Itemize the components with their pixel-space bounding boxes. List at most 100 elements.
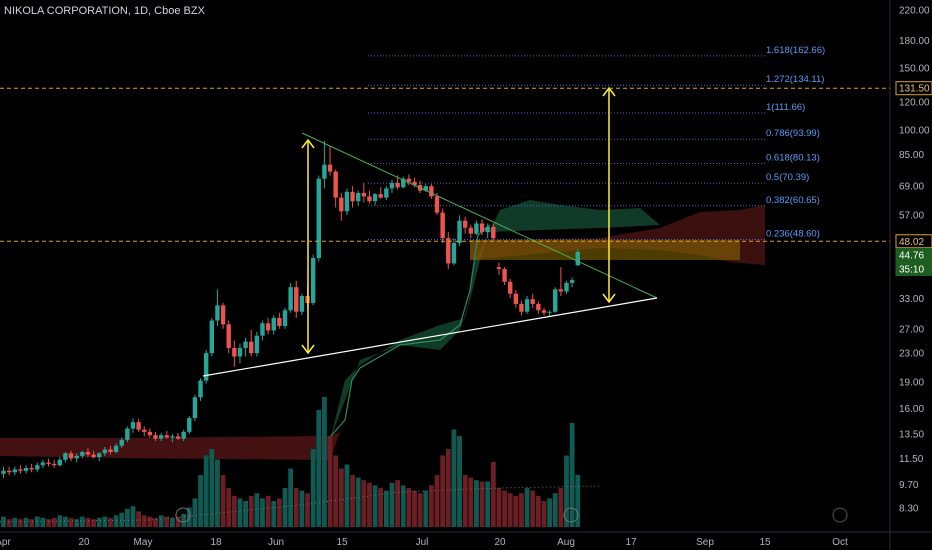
candle-body [282, 310, 288, 326]
candle-body [243, 341, 248, 348]
volume-bar [389, 482, 395, 527]
volume-bar [226, 488, 232, 527]
time-tick-label: Oct [832, 537, 848, 548]
candle [249, 329, 254, 357]
price-tag-label: 35:10 [899, 265, 924, 276]
price-tick-label: 180.00 [899, 36, 930, 47]
candle-body [277, 317, 282, 326]
price-tag: 131.50 [895, 81, 932, 96]
candle [536, 301, 541, 314]
candle [243, 337, 248, 357]
candle [547, 310, 552, 317]
price-tick-label: 100.00 [899, 125, 930, 136]
candle [474, 220, 479, 236]
volume-bar [170, 517, 175, 527]
volume-bar [361, 480, 367, 527]
candle-body [260, 323, 265, 336]
candle [457, 215, 462, 247]
volume-bar [474, 480, 479, 527]
volume-bar [158, 515, 164, 527]
candle-body [384, 188, 389, 198]
candle-body [254, 335, 260, 354]
volume-bar [29, 519, 35, 527]
candle-body [361, 192, 367, 197]
candle [46, 458, 51, 467]
candle-body [491, 226, 496, 239]
candle-body [23, 467, 29, 471]
candle [51, 459, 57, 468]
cloud-span-a [329, 224, 491, 438]
candle-body [502, 269, 507, 282]
volume-bar [400, 485, 406, 527]
volume-bar [569, 423, 575, 527]
candle-body [142, 429, 147, 432]
candle [361, 182, 367, 203]
candle [164, 430, 169, 439]
candle [91, 450, 96, 459]
volume-bar [513, 495, 519, 527]
volume-bar [293, 488, 299, 527]
volume-bar [552, 493, 558, 527]
time-tick-label: 15 [336, 537, 348, 548]
symbol-title: NIKOLA CORPORATION, 1D, Cboe BZX [4, 5, 205, 17]
fib-level-label: 0.618(80.13) [766, 152, 820, 163]
volume-bar [496, 488, 502, 527]
candle [339, 192, 344, 221]
volume-bar [57, 515, 63, 527]
candle-body [215, 305, 220, 321]
price-tick-label: 150.00 [899, 64, 930, 75]
volume-bar [203, 455, 209, 527]
candle [29, 463, 34, 473]
candle [524, 295, 530, 314]
volume-bar [96, 517, 102, 527]
volume-bar [445, 449, 451, 527]
time-tick-label: May [134, 537, 153, 548]
volume-bar [468, 477, 474, 527]
volume-bar [6, 519, 12, 527]
candle [142, 426, 147, 437]
candle-body [85, 451, 91, 455]
candle-body [74, 455, 79, 459]
volume-bar [282, 488, 288, 527]
volume-bar [344, 464, 350, 527]
fib-level-label: 0.236(48.60) [766, 228, 820, 239]
candle-body [395, 182, 400, 188]
volume-bar [119, 512, 125, 527]
arrow-head-up-icon [301, 138, 315, 149]
volume-bar [198, 475, 203, 527]
time-axis[interactable]: Apr 20 May 18 Jun 15 Jul 20 Aug 17 Sep 15 Oct [0, 531, 932, 548]
volume-bar [558, 488, 564, 527]
candle [322, 140, 327, 189]
volume-bar [490, 462, 496, 527]
volume-bar [192, 498, 198, 527]
volume-bar [547, 498, 553, 527]
candle-body [474, 223, 479, 234]
volume-bar [237, 498, 243, 527]
candle-body [181, 431, 186, 439]
volume-bar [40, 517, 46, 527]
price-tag-label: 44.76 [899, 251, 924, 262]
measure-arrow-left [301, 138, 315, 355]
price-axis[interactable]: 220.00 180.00 150.00 120.00 100.00 85.00 69.00… [889, 0, 930, 550]
candle-body [237, 347, 243, 357]
candle-body [130, 422, 136, 429]
volume-bar [17, 519, 23, 527]
volume-bar [79, 516, 85, 527]
candle [153, 431, 158, 441]
price-tag-box [895, 81, 932, 96]
volume-bar [462, 475, 468, 527]
volume-bar [34, 516, 40, 527]
candlesticks [1, 140, 580, 479]
time-tick-label: 15 [759, 537, 771, 548]
fib-level-label: 1.272(134.11) [766, 74, 824, 85]
volume-bar [479, 481, 485, 527]
volume-bar [434, 475, 440, 527]
volume-bar [451, 429, 457, 527]
volume-bar [541, 501, 547, 527]
volume-bar [338, 468, 344, 527]
fib-level-label: 0.382(60.65) [766, 195, 820, 206]
candle-body [249, 341, 254, 354]
volume-bar [130, 506, 136, 527]
